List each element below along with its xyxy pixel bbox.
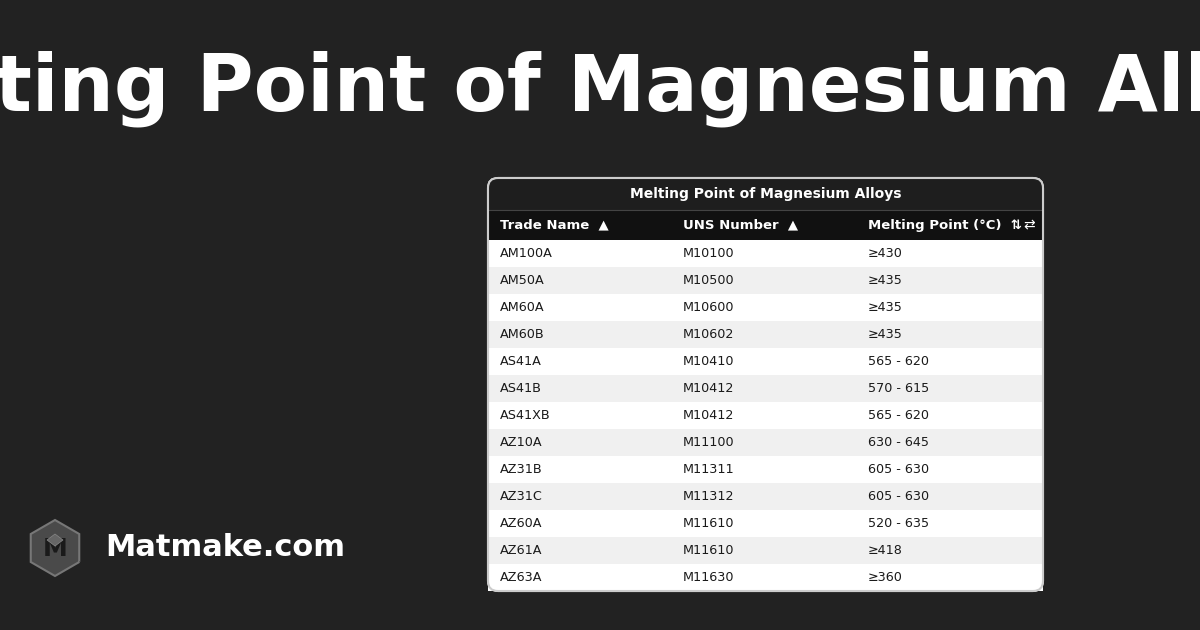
Text: M11312: M11312 — [683, 490, 734, 503]
Text: AM60B: AM60B — [500, 328, 545, 341]
Bar — [488, 210, 1043, 240]
Text: UNS Number  ▲: UNS Number ▲ — [683, 219, 798, 231]
Bar — [488, 402, 1043, 429]
Polygon shape — [47, 534, 64, 546]
Text: 605 - 630: 605 - 630 — [868, 490, 929, 503]
Text: AM60A: AM60A — [500, 301, 545, 314]
Text: AZ61A: AZ61A — [500, 544, 542, 557]
Text: M10600: M10600 — [683, 301, 734, 314]
Text: ≥360: ≥360 — [868, 571, 902, 584]
Text: M11630: M11630 — [683, 571, 734, 584]
Text: AZ60A: AZ60A — [500, 517, 542, 530]
Text: Matmake.com: Matmake.com — [106, 534, 346, 563]
Text: Melting Point (°C)  ⇅: Melting Point (°C) ⇅ — [868, 219, 1022, 231]
Text: AZ10A: AZ10A — [500, 436, 542, 449]
Bar — [488, 240, 1043, 267]
Text: M11100: M11100 — [683, 436, 734, 449]
Text: ≥435: ≥435 — [868, 301, 902, 314]
Bar — [488, 429, 1043, 456]
Text: M11610: M11610 — [683, 544, 734, 557]
Bar — [488, 456, 1043, 483]
Bar — [488, 194, 1043, 210]
Bar — [488, 483, 1043, 510]
Text: AS41B: AS41B — [500, 382, 542, 395]
Text: ≥418: ≥418 — [868, 544, 902, 557]
Bar — [488, 267, 1043, 294]
Text: ≥435: ≥435 — [868, 274, 902, 287]
Text: 520 - 635: 520 - 635 — [868, 517, 929, 530]
Bar — [488, 294, 1043, 321]
Text: ≥430: ≥430 — [868, 247, 902, 260]
Text: AZ63A: AZ63A — [500, 571, 542, 584]
Text: AZ31C: AZ31C — [500, 490, 542, 503]
Bar — [488, 564, 1043, 591]
Bar — [488, 348, 1043, 375]
Text: AS41XB: AS41XB — [500, 409, 551, 422]
Text: M10500: M10500 — [683, 274, 734, 287]
Text: ⇄: ⇄ — [1024, 218, 1034, 232]
FancyBboxPatch shape — [488, 178, 1043, 591]
Text: 570 - 615: 570 - 615 — [868, 382, 929, 395]
Bar — [488, 375, 1043, 402]
Text: M10410: M10410 — [683, 355, 734, 368]
Text: Melting Point of Magnesium Alloys: Melting Point of Magnesium Alloys — [630, 187, 901, 201]
Text: M10100: M10100 — [683, 247, 734, 260]
Text: M10412: M10412 — [683, 409, 734, 422]
Text: M11311: M11311 — [683, 463, 734, 476]
Text: 630 - 645: 630 - 645 — [868, 436, 929, 449]
Text: M11610: M11610 — [683, 517, 734, 530]
Text: 565 - 620: 565 - 620 — [868, 355, 929, 368]
Text: AS41A: AS41A — [500, 355, 542, 368]
Text: M10602: M10602 — [683, 328, 734, 341]
Text: AM100A: AM100A — [500, 247, 553, 260]
Text: ≥435: ≥435 — [868, 328, 902, 341]
Bar — [488, 537, 1043, 564]
Text: Melting Point of Magnesium Alloys: Melting Point of Magnesium Alloys — [0, 52, 1200, 129]
Bar — [488, 510, 1043, 537]
Text: Trade Name  ▲: Trade Name ▲ — [500, 219, 608, 231]
Text: AM50A: AM50A — [500, 274, 545, 287]
Text: M: M — [43, 537, 67, 561]
Bar — [488, 321, 1043, 348]
Polygon shape — [31, 520, 79, 576]
FancyBboxPatch shape — [488, 178, 1043, 210]
Text: M10412: M10412 — [683, 382, 734, 395]
Text: 565 - 620: 565 - 620 — [868, 409, 929, 422]
Text: 605 - 630: 605 - 630 — [868, 463, 929, 476]
Text: AZ31B: AZ31B — [500, 463, 542, 476]
